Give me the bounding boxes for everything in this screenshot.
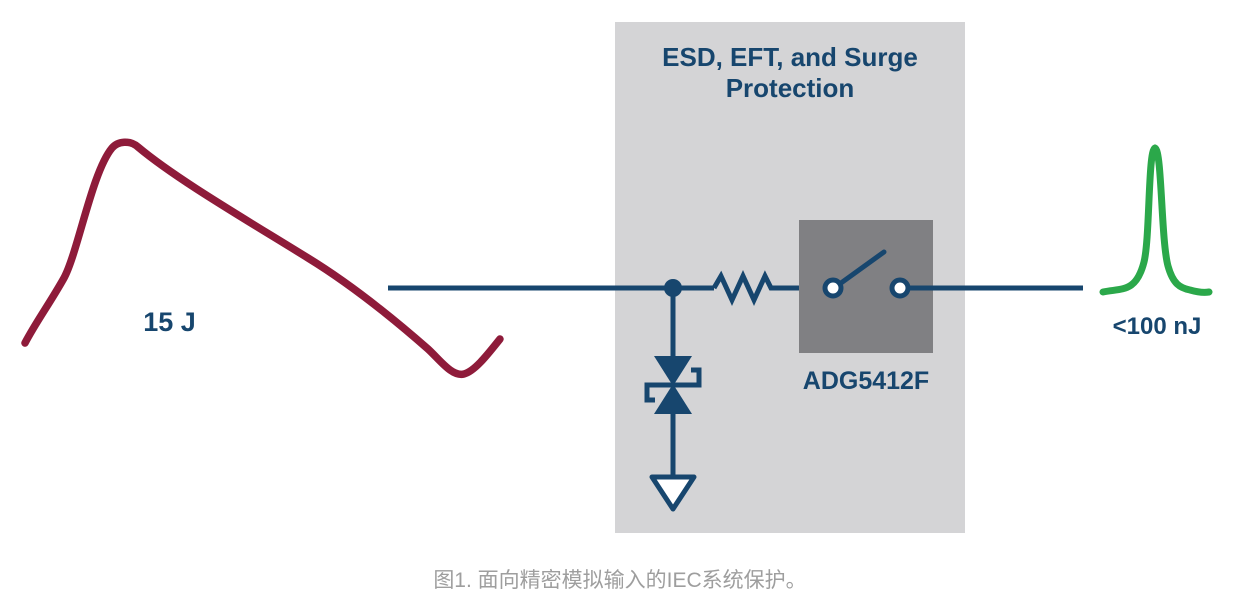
resistor-icon [711,269,825,307]
output-energy-label: <100 nJ [1112,313,1202,340]
switch-part-label: ADG5412F [802,367,930,395]
tvs-top-triangle [654,356,692,386]
figure-caption: 图1. 面向精密模拟输入的IEC系统保护。 [433,569,807,592]
tvs-bottom-triangle [654,384,692,414]
surge-waveform-icon [21,138,504,378]
switch-arm [838,249,887,286]
tvs-zener-bar [644,367,702,403]
ground-icon [649,474,697,512]
switch-node-left [822,277,844,299]
switch-node-right [889,277,911,299]
input-energy-label: 15 J [143,307,196,337]
output-pulse-waveform-icon [1099,144,1213,296]
switch-icon [822,249,911,299]
panel-title: ESD, EFT, and Surge Protection [662,42,918,103]
tvs-diode-icon [644,288,702,478]
